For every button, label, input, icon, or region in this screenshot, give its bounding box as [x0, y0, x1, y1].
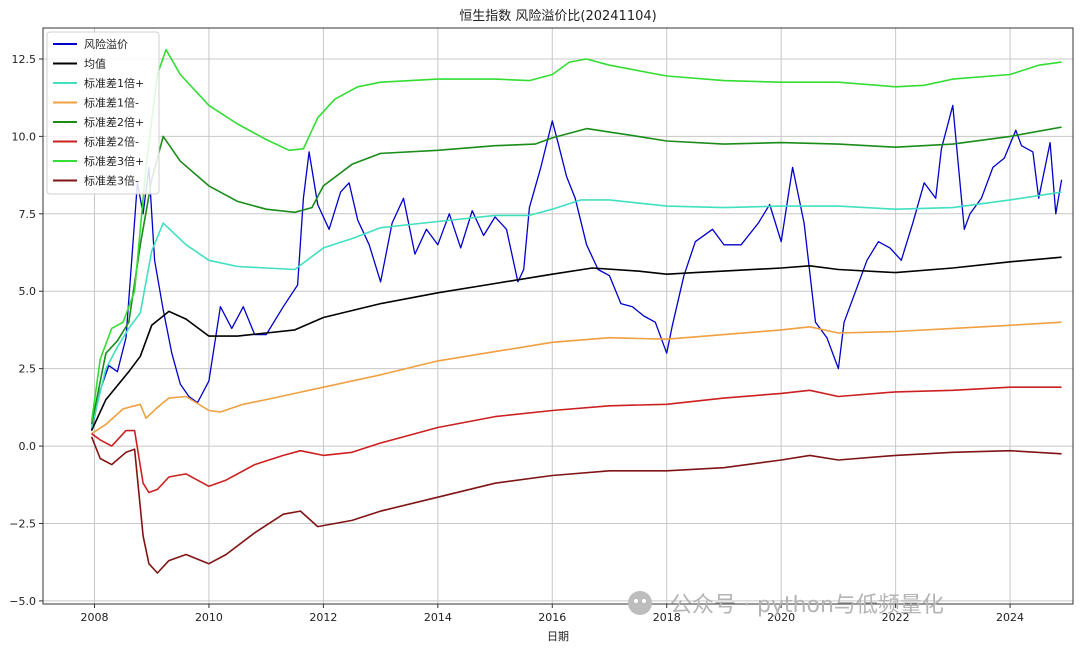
y-tick-label: 2.5	[19, 363, 37, 376]
y-tick-label: 12.5	[12, 53, 37, 66]
x-tick-label: 2020	[767, 611, 795, 624]
series-line-5	[91, 386, 1062, 494]
series-line-2	[90, 191, 1062, 428]
legend-label: 风险溢价	[84, 37, 128, 51]
series-line-3	[91, 321, 1062, 435]
legend-label: 标准差1倍-	[84, 96, 139, 110]
wechat-icon	[628, 591, 652, 615]
x-tick-label: 2022	[882, 611, 910, 624]
y-tick-label: 0.0	[19, 440, 37, 453]
x-tick-label: 2018	[653, 611, 681, 624]
chart-title: 恒生指数 风险溢价比(20241104)	[459, 9, 656, 24]
y-tick-label: 5.0	[19, 285, 37, 298]
legend-box	[46, 31, 160, 195]
x-tick-label: 2014	[424, 611, 452, 624]
axis-ticks: 2008 2010 2012 2014 2016 2018 2020 2022 2024 −5.0…	[9, 53, 1024, 624]
y-tick-label: 10.0	[12, 130, 37, 143]
x-tick-label: 2008	[81, 611, 109, 624]
legend-label: 标准差2倍-	[84, 135, 139, 149]
legend-label: 标准差3倍-	[84, 174, 139, 188]
legend-label: 标准差3倍+	[84, 154, 144, 168]
series-line-7	[90, 436, 1062, 574]
x-axis-label: 日期	[547, 630, 569, 643]
y-tick-label: −5.0	[9, 595, 36, 608]
x-tick-label: 2024	[996, 611, 1024, 624]
grid	[43, 28, 1073, 604]
x-tick-label: 2010	[195, 611, 223, 624]
y-tick-label: 7.5	[19, 208, 37, 221]
watermark: 公众号 · python与低频量化	[628, 591, 944, 618]
legend-label: 标准差1倍+	[84, 76, 144, 90]
series-line-1	[90, 256, 1062, 431]
series-line-0	[90, 104, 1063, 431]
x-tick-label: 2012	[309, 611, 337, 624]
wechat-icon-eye-left	[634, 599, 638, 603]
y-tick-label: −2.5	[9, 517, 36, 530]
legend-label: 标准差2倍+	[84, 115, 144, 129]
legend-label: 均值	[84, 58, 106, 71]
plot-frame	[42, 27, 1074, 605]
wechat-icon-eye-right	[642, 599, 646, 603]
watermark-text: 公众号 · python与低频量化	[670, 593, 944, 618]
x-tick-label: 2016	[538, 611, 566, 624]
